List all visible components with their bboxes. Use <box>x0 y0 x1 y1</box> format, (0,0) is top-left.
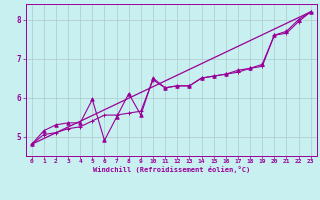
X-axis label: Windchill (Refroidissement éolien,°C): Windchill (Refroidissement éolien,°C) <box>92 166 250 173</box>
